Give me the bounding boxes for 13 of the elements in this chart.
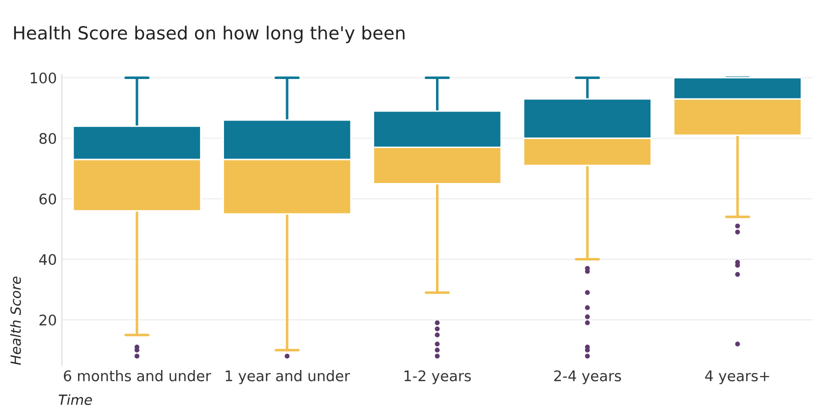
x-tick-label: 1 year and under	[226, 370, 350, 384]
x-tick-label: 2-4 years	[554, 370, 621, 384]
x-tick-label: 6 months and under	[64, 370, 212, 382]
x-tick-label: 4 years+	[705, 370, 770, 384]
y-tick-label: 20	[40, 314, 56, 326]
y-tick-label: 80	[39, 132, 56, 144]
y-axis-title: Health Score	[10, 276, 21, 365]
x-tick-label: 1-2 years	[404, 370, 471, 384]
y-tick-label: 60	[39, 193, 56, 205]
x-axis-title: Time	[58, 394, 92, 405]
y-tick-label: 40	[39, 254, 56, 266]
chart-title: Health Score based on how long the'y been	[14, 26, 404, 44]
y-tick-label: 100	[30, 72, 56, 84]
